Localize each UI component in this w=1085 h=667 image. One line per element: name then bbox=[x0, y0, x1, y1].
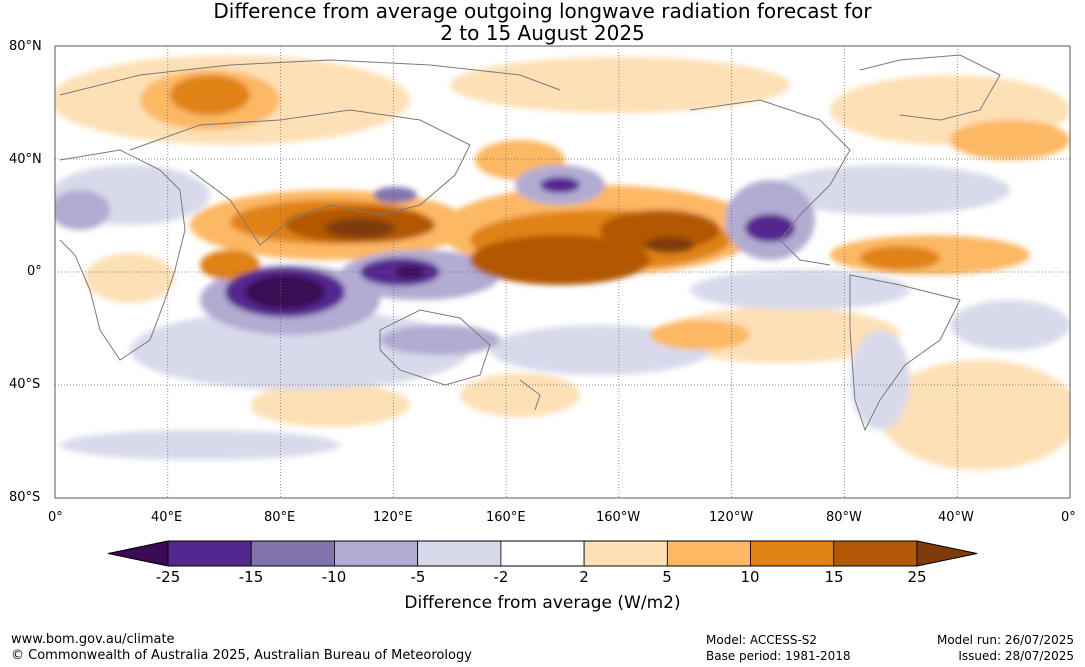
colorbar-segment bbox=[167, 540, 252, 567]
lon-label-80e: 80°E bbox=[264, 510, 296, 525]
lon-label-0-right: 0° bbox=[1061, 510, 1076, 525]
colorbar-tick: 25 bbox=[907, 568, 927, 586]
colorbar-segment bbox=[750, 540, 835, 567]
lon-label-160w: 160°W bbox=[596, 510, 641, 525]
lat-label-40n: 40°N bbox=[9, 152, 42, 167]
title-line-1: Difference from average outgoing longwav… bbox=[213, 0, 872, 23]
lat-label-80s: 80°S bbox=[9, 490, 41, 505]
colorbar-segment bbox=[500, 540, 585, 567]
colorbar-segment bbox=[666, 540, 751, 567]
lon-label-40e: 40°E bbox=[151, 510, 183, 525]
colorbar-tick: 5 bbox=[662, 568, 672, 586]
lon-label-0-left: 0° bbox=[48, 510, 63, 525]
anomaly-field bbox=[55, 55, 1070, 470]
lon-label-160e: 160°E bbox=[486, 510, 526, 525]
colorbar-tick: -25 bbox=[155, 568, 181, 586]
lon-label-120w: 120°W bbox=[709, 510, 754, 525]
colorbar-tick: 10 bbox=[740, 568, 760, 586]
colorbar bbox=[107, 540, 978, 567]
coastlines bbox=[59, 54, 1001, 432]
colorbar-low-extension bbox=[107, 540, 169, 567]
footer-website: www.bom.gov.au/climate bbox=[11, 632, 175, 647]
colorbar-segment bbox=[334, 540, 419, 567]
colorbar-tick: 15 bbox=[824, 568, 844, 586]
footer-copyright: © Commonwealth of Australia 2025, Austra… bbox=[11, 648, 472, 663]
colorbar-tick: -15 bbox=[238, 568, 264, 586]
lon-label-40w: 40°W bbox=[938, 510, 974, 525]
colorbar-segment bbox=[250, 540, 335, 567]
lat-label-0: 0° bbox=[27, 264, 42, 279]
colorbar-frame bbox=[167, 540, 918, 567]
colorbar-segment bbox=[583, 540, 668, 567]
colorbar-tick: 2 bbox=[579, 568, 589, 586]
lon-label-80w: 80°W bbox=[826, 510, 862, 525]
footer-model-run: Model run: 26/07/2025 bbox=[936, 633, 1074, 647]
graticule bbox=[54, 45, 1071, 499]
footer-issued: Issued: 28/07/2025 bbox=[958, 649, 1074, 663]
lon-label-120e: 120°E bbox=[373, 510, 413, 525]
colorbar-tick: -2 bbox=[493, 568, 509, 586]
lat-label-80n: 80°N bbox=[9, 39, 42, 54]
title-line-2: 2 to 15 August 2025 bbox=[440, 21, 645, 45]
colorbar-segment bbox=[417, 540, 502, 567]
footer-model: Model: ACCESS-S2 bbox=[706, 633, 818, 647]
colorbar-title: Difference from average (W/m2) bbox=[404, 593, 681, 613]
footer-base-period: Base period: 1981-2018 bbox=[706, 649, 851, 663]
colorbar-high-extension bbox=[916, 540, 978, 567]
lat-label-40s: 40°S bbox=[9, 377, 41, 392]
colorbar-tick: -5 bbox=[410, 568, 426, 586]
colorbar-tick: -10 bbox=[321, 568, 347, 586]
colorbar-segment bbox=[833, 540, 918, 567]
